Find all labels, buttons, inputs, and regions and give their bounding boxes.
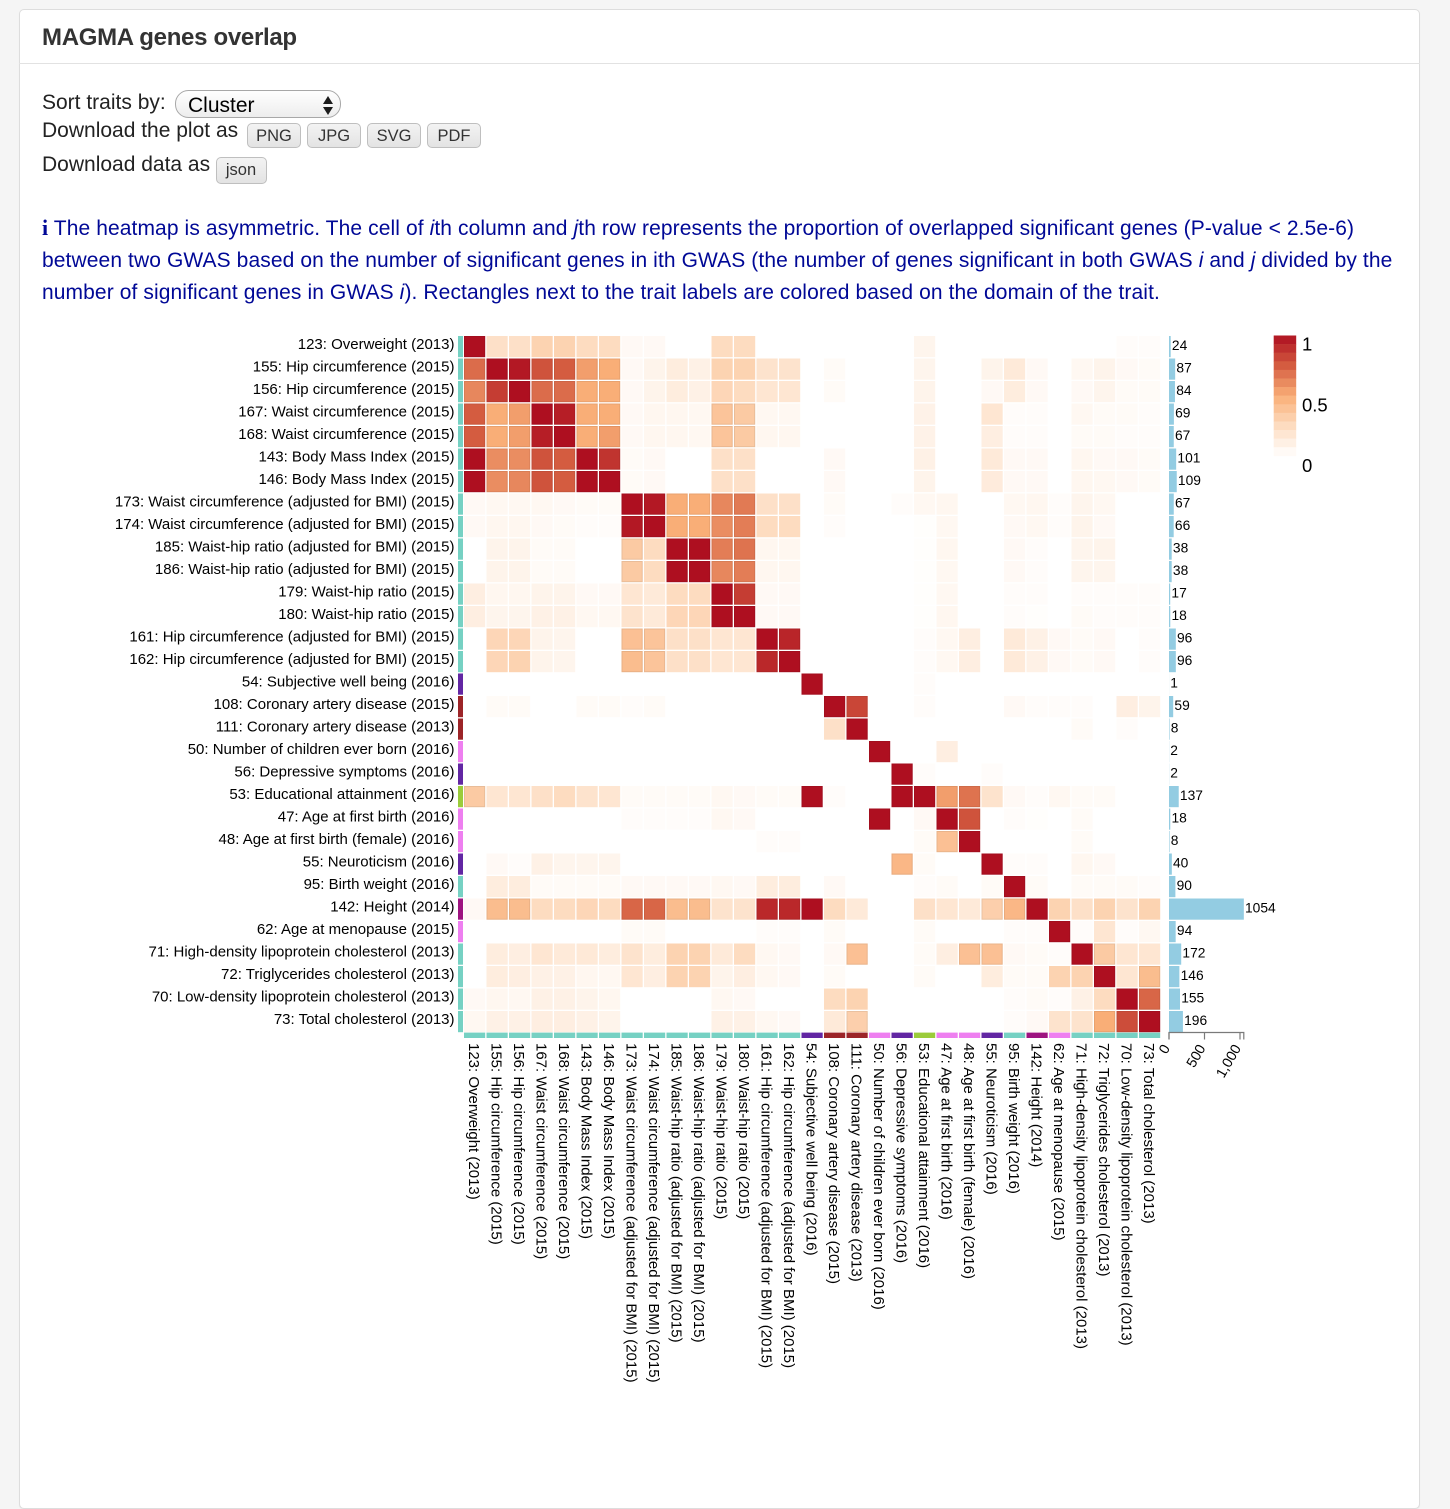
svg-text:71: High-density lipoprotein c: 71: High-density lipoprotein cholesterol… bbox=[148, 943, 454, 960]
svg-text:111: Coronary artery disease (: 111: Coronary artery disease (2013) bbox=[216, 718, 455, 735]
svg-text:72: Triglycerides cholesterol: 72: Triglycerides cholesterol (2013) bbox=[221, 966, 454, 983]
svg-text:155: 155 bbox=[1181, 990, 1204, 1005]
svg-text:56: Depressive symptoms (2016): 56: Depressive symptoms (2016) bbox=[892, 1043, 909, 1263]
svg-text:109: 109 bbox=[1178, 473, 1201, 488]
svg-text:48: Age at first birth (female: 48: Age at first birth (female) (2016) bbox=[219, 831, 455, 848]
svg-text:67: 67 bbox=[1175, 495, 1190, 510]
svg-text:47: Age at first birth (2016): 47: Age at first birth (2016) bbox=[278, 808, 455, 825]
svg-text:56: Depressive symptoms (2016): 56: Depressive symptoms (2016) bbox=[234, 763, 454, 780]
svg-text:167: Waist circumference (2015: 167: Waist circumference (2015) bbox=[238, 403, 454, 420]
svg-text:168: Waist circumference (2015: 168: Waist circumference (2015) bbox=[238, 426, 454, 443]
svg-text:1: 1 bbox=[1302, 334, 1312, 355]
svg-text:59: 59 bbox=[1174, 698, 1190, 713]
svg-text:108: Coronary artery disease (: 108: Coronary artery disease (2015) bbox=[825, 1043, 842, 1284]
svg-text:94: 94 bbox=[1177, 923, 1193, 938]
svg-text:0: 0 bbox=[1302, 455, 1312, 476]
svg-text:155: Hip circumference (2015): 155: Hip circumference (2015) bbox=[253, 358, 455, 375]
svg-text:1,000: 1,000 bbox=[1213, 1042, 1245, 1081]
svg-text:24: 24 bbox=[1172, 338, 1188, 353]
svg-text:55: Neuroticism (2016): 55: Neuroticism (2016) bbox=[303, 853, 455, 870]
svg-text:53: Educational attainment (20: 53: Educational attainment (2016) bbox=[915, 1043, 932, 1268]
svg-text:155: Hip circumference (2015): 155: Hip circumference (2015) bbox=[487, 1043, 504, 1245]
svg-text:180: Waist-hip ratio (2015): 180: Waist-hip ratio (2015) bbox=[735, 1043, 752, 1219]
svg-text:186: Waist-hip ratio (adjusted: 186: Waist-hip ratio (adjusted for BMI) … bbox=[155, 561, 455, 578]
svg-text:162: Hip circumference (adjust: 162: Hip circumference (adjusted for BMI… bbox=[780, 1043, 797, 1368]
svg-text:146: Body Mass Index (2015): 146: Body Mass Index (2015) bbox=[600, 1043, 617, 1239]
svg-text:72: Triglycerides cholesterol: 72: Triglycerides cholesterol (2013) bbox=[1095, 1043, 1112, 1276]
svg-text:146: Body Mass Index (2015): 146: Body Mass Index (2015) bbox=[259, 471, 455, 488]
svg-text:0.5: 0.5 bbox=[1302, 395, 1328, 416]
svg-text:54: Subjective well being (201: 54: Subjective well being (2016) bbox=[802, 1043, 819, 1256]
svg-text:53: Educational attainment (20: 53: Educational attainment (2016) bbox=[229, 786, 454, 803]
svg-text:69: 69 bbox=[1175, 405, 1191, 420]
svg-text:71: High-density lipoprotein c: 71: High-density lipoprotein cholesterol… bbox=[1072, 1043, 1089, 1349]
svg-text:18: 18 bbox=[1172, 608, 1188, 623]
svg-text:196: 196 bbox=[1184, 1013, 1207, 1028]
svg-text:142: Height (2014): 142: Height (2014) bbox=[330, 898, 454, 915]
svg-text:67: 67 bbox=[1175, 428, 1190, 443]
svg-text:186: Waist-hip ratio (adjusted: 186: Waist-hip ratio (adjusted for BMI) … bbox=[690, 1043, 707, 1343]
svg-text:146: 146 bbox=[1181, 968, 1204, 983]
svg-text:173: Waist circumference (adju: 173: Waist circumference (adjusted for B… bbox=[115, 493, 455, 510]
svg-text:62: Age at menopause (2015): 62: Age at menopause (2015) bbox=[1050, 1043, 1067, 1241]
svg-text:168: Waist circumference (2015: 168: Waist circumference (2015) bbox=[555, 1043, 572, 1259]
svg-text:66: 66 bbox=[1175, 518, 1191, 533]
svg-text:62: Age at menopause (2015): 62: Age at menopause (2015) bbox=[257, 921, 455, 938]
svg-text:40: 40 bbox=[1173, 855, 1189, 870]
svg-text:185: Waist-hip ratio (adjusted: 185: Waist-hip ratio (adjusted for BMI) … bbox=[155, 538, 455, 555]
svg-text:2: 2 bbox=[1170, 743, 1178, 758]
svg-text:108: Coronary artery disease (: 108: Coronary artery disease (2015) bbox=[214, 696, 455, 713]
svg-text:54: Subjective well being (201: 54: Subjective well being (2016) bbox=[242, 673, 455, 690]
svg-text:70: Low-density lipoprotein ch: 70: Low-density lipoprotein cholesterol … bbox=[152, 988, 455, 1005]
svg-text:143: Body Mass Index (2015): 143: Body Mass Index (2015) bbox=[577, 1043, 594, 1239]
svg-text:143: Body Mass Index (2015): 143: Body Mass Index (2015) bbox=[259, 448, 455, 465]
svg-text:179: Waist-hip ratio (2015): 179: Waist-hip ratio (2015) bbox=[712, 1043, 729, 1219]
svg-text:70: Low-density lipoprotein ch: 70: Low-density lipoprotein cholesterol … bbox=[1117, 1043, 1134, 1346]
svg-text:123: Overweight (2013): 123: Overweight (2013) bbox=[465, 1043, 482, 1200]
svg-text:38: 38 bbox=[1173, 563, 1189, 578]
svg-text:185: Waist-hip ratio (adjusted: 185: Waist-hip ratio (adjusted for BMI) … bbox=[667, 1043, 684, 1343]
svg-text:50: Number of children ever bo: 50: Number of children ever born (2016) bbox=[870, 1043, 887, 1310]
svg-text:48: Age at first birth (female: 48: Age at first birth (female) (2016) bbox=[960, 1043, 977, 1279]
svg-text:142: Height (2014): 142: Height (2014) bbox=[1027, 1043, 1044, 1167]
svg-text:162: Hip circumference (adjust: 162: Hip circumference (adjusted for BMI… bbox=[129, 651, 454, 668]
svg-text:2: 2 bbox=[1170, 765, 1178, 780]
svg-text:73: Total cholesterol (2013): 73: Total cholesterol (2013) bbox=[274, 1011, 455, 1028]
svg-text:95: Birth weight (2016): 95: Birth weight (2016) bbox=[1005, 1043, 1022, 1194]
svg-text:167: Waist circumference (2015: 167: Waist circumference (2015) bbox=[532, 1043, 549, 1259]
svg-text:17: 17 bbox=[1171, 585, 1186, 600]
svg-text:84: 84 bbox=[1176, 383, 1192, 398]
svg-text:38: 38 bbox=[1173, 540, 1189, 555]
svg-text:156: Hip circumference (2015): 156: Hip circumference (2015) bbox=[253, 381, 455, 398]
svg-text:137: 137 bbox=[1180, 788, 1203, 803]
svg-text:179: Waist-hip ratio (2015): 179: Waist-hip ratio (2015) bbox=[278, 583, 454, 600]
svg-text:1054: 1054 bbox=[1245, 900, 1276, 915]
svg-text:87: 87 bbox=[1176, 360, 1191, 375]
svg-text:50: Number of children ever bo: 50: Number of children ever born (2016) bbox=[188, 741, 455, 758]
svg-text:111: Coronary artery disease (: 111: Coronary artery disease (2013) bbox=[847, 1043, 864, 1282]
svg-text:1: 1 bbox=[1170, 675, 1178, 690]
svg-text:73: Total cholesterol (2013): 73: Total cholesterol (2013) bbox=[1140, 1043, 1157, 1224]
svg-text:95: Birth weight (2016): 95: Birth weight (2016) bbox=[304, 876, 455, 893]
svg-text:0: 0 bbox=[1156, 1042, 1174, 1057]
svg-text:96: 96 bbox=[1177, 630, 1193, 645]
svg-text:90: 90 bbox=[1177, 878, 1193, 893]
svg-text:173: Waist circumference (adju: 173: Waist circumference (adjusted for B… bbox=[622, 1043, 639, 1383]
svg-text:156: Hip circumference (2015): 156: Hip circumference (2015) bbox=[510, 1043, 527, 1245]
svg-text:123: Overweight (2013): 123: Overweight (2013) bbox=[298, 336, 455, 353]
svg-text:55: Neuroticism (2016): 55: Neuroticism (2016) bbox=[982, 1043, 999, 1195]
svg-text:101: 101 bbox=[1177, 450, 1200, 465]
svg-text:161: Hip circumference (adjust: 161: Hip circumference (adjusted for BMI… bbox=[129, 628, 454, 645]
svg-text:8: 8 bbox=[1171, 833, 1179, 848]
svg-text:18: 18 bbox=[1172, 810, 1188, 825]
svg-text:47: Age at first birth (2016): 47: Age at first birth (2016) bbox=[937, 1043, 954, 1220]
svg-text:96: 96 bbox=[1177, 653, 1193, 668]
svg-text:174: Waist circumference (adju: 174: Waist circumference (adjusted for B… bbox=[115, 516, 455, 533]
svg-text:500: 500 bbox=[1184, 1042, 1210, 1071]
svg-text:8: 8 bbox=[1171, 720, 1179, 735]
svg-text:180: Waist-hip ratio (2015): 180: Waist-hip ratio (2015) bbox=[278, 606, 454, 623]
svg-text:174: Waist circumference (adju: 174: Waist circumference (adjusted for B… bbox=[645, 1043, 662, 1383]
svg-text:161: Hip circumference (adjust: 161: Hip circumference (adjusted for BMI… bbox=[757, 1043, 774, 1368]
svg-text:172: 172 bbox=[1182, 945, 1205, 960]
